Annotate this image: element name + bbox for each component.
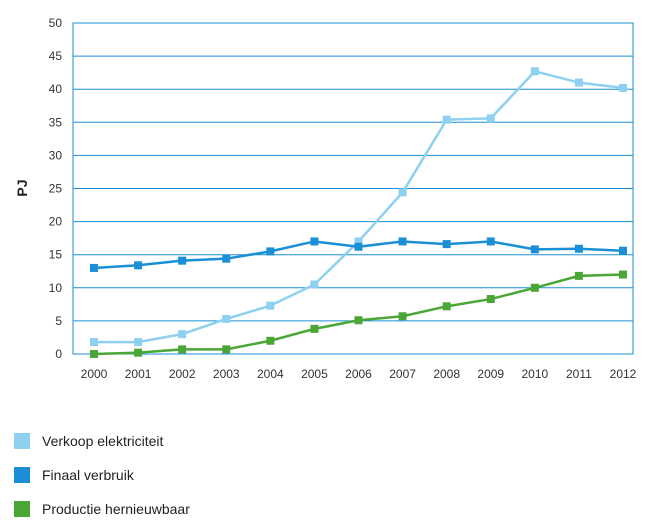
y-tick-label: 40	[49, 82, 63, 96]
data-point	[134, 261, 143, 270]
data-point	[90, 338, 98, 347]
series-line-0	[94, 70, 624, 344]
y-tick-label: 0	[55, 347, 62, 361]
legend-label: Finaal verbruik	[42, 467, 134, 483]
y-tick-label: 50	[49, 16, 63, 30]
gridlines	[73, 55, 633, 322]
legend-label: Productie hernieuwbaar	[42, 501, 190, 517]
x-tick-label: 2000	[81, 367, 108, 381]
y-tick-label: 25	[49, 182, 63, 196]
y-tick-label: 15	[49, 248, 63, 262]
series-line-2	[93, 273, 624, 356]
y-axis-label: PJ	[14, 179, 30, 196]
data-point	[354, 242, 363, 251]
legend-swatch	[14, 501, 30, 517]
data-point	[574, 271, 583, 280]
x-tick-label: 2010	[521, 367, 548, 381]
data-point	[574, 78, 583, 87]
data-point	[530, 283, 539, 292]
data-point	[354, 316, 363, 325]
legend-swatch	[14, 467, 30, 483]
data-point	[310, 237, 319, 246]
legend: Verkoop elektriciteit Finaal verbruik Pr…	[14, 424, 190, 526]
x-tick-label: 2005	[301, 367, 328, 381]
x-axis-ticks: 2000 2001 2002 2003 2004 2005 2006 2007 2008 2009…	[81, 367, 637, 381]
y-tick-label: 45	[49, 49, 63, 63]
x-tick-label: 2006	[345, 367, 372, 381]
data-point	[442, 240, 451, 249]
y-tick-label: 10	[49, 281, 63, 295]
data-point	[398, 237, 407, 246]
series-lines	[93, 70, 624, 356]
data-point	[266, 336, 275, 345]
data-point	[442, 115, 451, 124]
data-point	[398, 312, 407, 321]
y-tick-label: 30	[49, 148, 63, 162]
x-tick-label: 2004	[257, 367, 284, 381]
data-point	[619, 270, 627, 279]
data-point	[530, 245, 539, 254]
legend-item-finaal: Finaal verbruik	[14, 458, 190, 492]
y-tick-label: 5	[55, 314, 62, 328]
data-point	[266, 247, 275, 256]
x-tick-label: 2008	[433, 367, 460, 381]
data-point	[134, 348, 143, 357]
x-tick-label: 2002	[169, 367, 196, 381]
legend-swatch	[14, 433, 30, 449]
data-point	[134, 338, 143, 347]
data-point	[354, 237, 363, 246]
y-tick-label: 35	[49, 115, 63, 129]
data-point	[619, 83, 627, 92]
data-point	[486, 114, 495, 123]
data-point	[178, 330, 187, 339]
y-tick-label: 20	[49, 215, 63, 229]
x-tick-label: 2007	[389, 367, 416, 381]
data-point	[222, 345, 231, 354]
x-tick-label: 2012	[610, 367, 637, 381]
data-point	[619, 246, 627, 255]
data-point	[398, 188, 407, 197]
data-point	[310, 280, 319, 289]
data-point	[178, 345, 187, 354]
x-tick-label: 2001	[125, 367, 152, 381]
data-point	[310, 324, 319, 333]
data-point	[222, 254, 231, 263]
series-markers	[90, 67, 627, 358]
legend-label: Verkoop elektriciteit	[42, 433, 164, 449]
data-point	[574, 244, 583, 253]
legend-item-productie: Productie hernieuwbaar	[14, 492, 190, 526]
data-point	[222, 314, 231, 323]
data-point	[442, 302, 451, 311]
data-point	[178, 256, 187, 265]
data-point	[530, 67, 539, 76]
data-point	[90, 263, 98, 272]
y-axis-ticks: 0 5 10 15 20 25 30 35 40 45 50	[49, 16, 63, 361]
x-tick-label: 2009	[477, 367, 504, 381]
data-point	[486, 237, 495, 246]
data-point	[90, 350, 98, 358]
x-tick-label: 2011	[566, 367, 592, 381]
x-tick-label: 2003	[213, 367, 240, 381]
data-point	[486, 295, 495, 304]
legend-item-verkoop: Verkoop elektriciteit	[14, 424, 190, 458]
data-point	[266, 301, 275, 310]
